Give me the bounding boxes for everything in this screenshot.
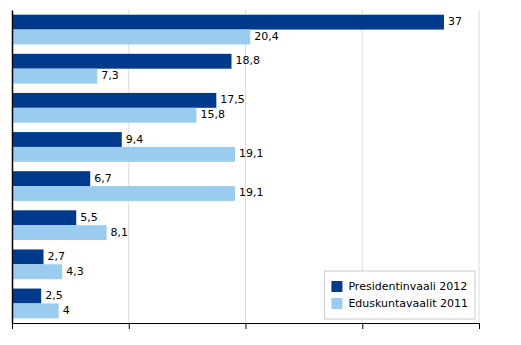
bar bbox=[12, 93, 216, 108]
data-label: 37 bbox=[448, 15, 462, 28]
data-label: 17,5 bbox=[220, 93, 245, 106]
bar bbox=[12, 186, 235, 201]
bar bbox=[12, 171, 90, 186]
grid-line bbox=[479, 10, 480, 323]
x-tick bbox=[129, 323, 130, 329]
data-label: 5,5 bbox=[80, 211, 98, 224]
x-axis bbox=[13, 323, 480, 329]
legend-swatch bbox=[331, 298, 342, 309]
legend-swatch bbox=[331, 281, 342, 292]
data-label: 19,1 bbox=[239, 147, 264, 160]
data-label: 2,5 bbox=[45, 289, 63, 302]
x-tick-mark bbox=[129, 323, 130, 329]
legend-label: Eduskuntavaalit 2011 bbox=[348, 297, 468, 310]
x-tick-mark bbox=[362, 323, 363, 329]
legend-label: Presidentinvaali 2012 bbox=[348, 280, 467, 293]
data-label: 7,3 bbox=[101, 69, 119, 82]
data-label: 4 bbox=[63, 304, 70, 317]
bar bbox=[12, 249, 44, 264]
bar bbox=[12, 108, 196, 123]
bar bbox=[12, 15, 444, 30]
x-tick bbox=[246, 323, 247, 329]
data-label: 18,8 bbox=[235, 54, 259, 67]
bar bbox=[12, 210, 76, 225]
data-label: 6,7 bbox=[94, 172, 112, 185]
data-label: 4,3 bbox=[66, 265, 84, 278]
x-tick-mark bbox=[246, 323, 247, 329]
data-label: 2,7 bbox=[48, 250, 66, 263]
legend-box bbox=[324, 271, 475, 319]
bar bbox=[12, 30, 250, 45]
y-axis-line bbox=[12, 11, 14, 324]
bar bbox=[12, 264, 62, 279]
data-label: 8,1 bbox=[111, 226, 129, 239]
bar bbox=[12, 54, 231, 69]
data-label: 9,4 bbox=[126, 133, 143, 146]
x-tick bbox=[479, 323, 480, 329]
bar bbox=[12, 303, 59, 318]
x-axis-line bbox=[13, 324, 480, 330]
data-label: 20,4 bbox=[254, 30, 278, 43]
bar bbox=[12, 147, 235, 162]
data-label: 15,8 bbox=[200, 108, 225, 121]
x-tick-mark bbox=[479, 323, 480, 329]
chart: 37 18,8 17,5 9,4 6,7 5,5 2,7 2,5 20,4 7,3 15,8 19,1… bbox=[0, 0, 521, 345]
bar bbox=[12, 69, 97, 84]
y-axis bbox=[12, 11, 14, 324]
legend: Presidentinvaali 2012 Eduskuntavaalit 201… bbox=[324, 271, 475, 319]
bar bbox=[12, 289, 41, 304]
bar bbox=[12, 132, 122, 147]
plot: 37 18,8 17,5 9,4 6,7 5,5 2,7 2,5 20,4 7,3 15,8 19,1… bbox=[12, 10, 480, 329]
bar bbox=[12, 225, 107, 240]
x-tick bbox=[362, 323, 363, 329]
data-label: 19,1 bbox=[239, 186, 264, 199]
